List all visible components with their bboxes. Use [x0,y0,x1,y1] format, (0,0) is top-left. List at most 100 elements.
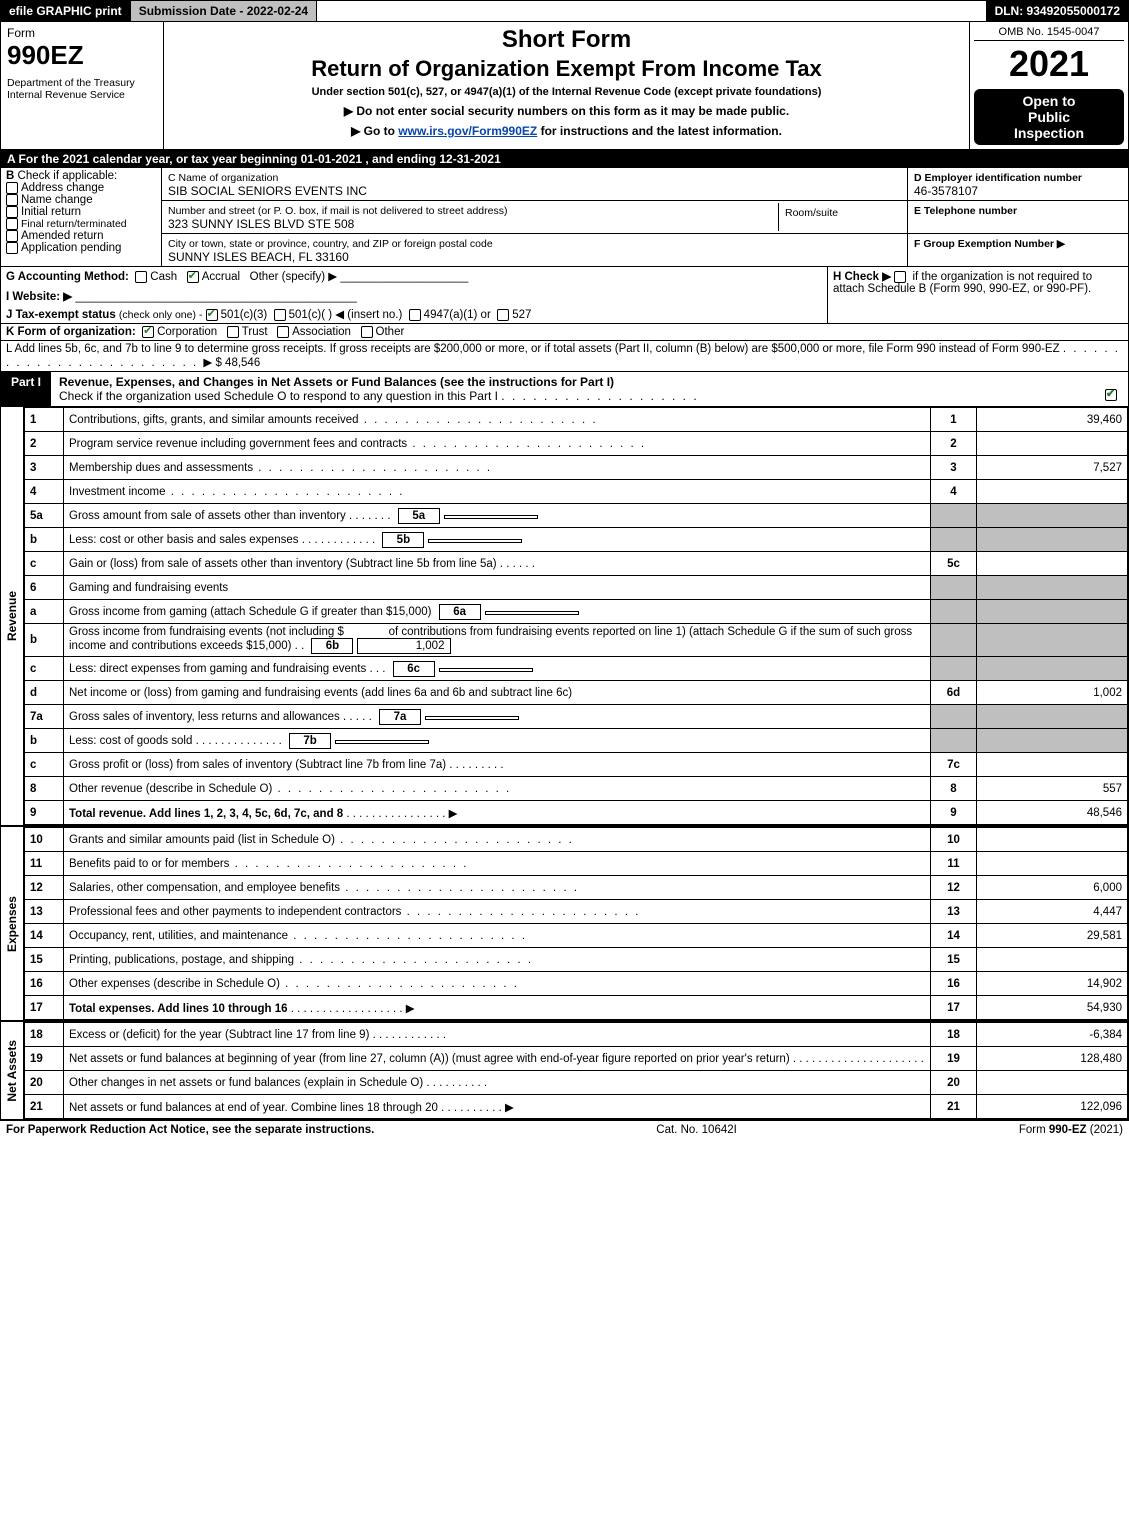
chk-association[interactable] [277,326,289,338]
expenses-table: 10Grants and similar amounts paid (list … [24,827,1128,1020]
chk-initial-return[interactable] [6,206,18,218]
street-address: 323 SUNNY ISLES BLVD STE 508 [168,217,354,231]
net-assets-label: Net Assets [5,1040,19,1102]
chk-501c[interactable] [274,309,286,321]
table-row: bLess: cost or other basis and sales exp… [25,528,1128,552]
chk-amended-return[interactable] [6,230,18,242]
box-b: B Check if applicable: Address change Na… [1,168,162,266]
form-number: 990EZ [7,40,157,71]
org-name: SIB SOCIAL SENIORS EVENTS INC [168,184,367,198]
city-state-zip: SUNNY ISLES BEACH, FL 33160 [168,250,349,264]
table-row: 5aGross amount from sale of assets other… [25,504,1128,528]
form-header: Form 990EZ Department of the Treasury In… [0,22,1129,150]
chk-final-return[interactable] [6,218,18,230]
chk-527[interactable] [497,309,509,321]
ein-row: D Employer identification number 46-3578… [908,168,1128,201]
omb-number: OMB No. 1545-0047 [974,26,1124,41]
line-g: G Accounting Method: Cash Accrual Other … [1,267,827,323]
table-row: bLess: cost of goods sold . . . . . . . … [25,729,1128,753]
line-i: I Website: ▶ ___________________________… [6,289,822,303]
table-row: 1Contributions, gifts, grants, and simil… [25,408,1128,432]
table-row: 6Gaming and fundraising events [25,576,1128,600]
ein: 46-3578107 [914,184,978,198]
table-row: 8Other revenue (describe in Schedule O)8… [25,777,1128,801]
line-l: L Add lines 5b, 6c, and 7b to line 9 to … [0,341,1129,372]
footer-notice: For Paperwork Reduction Act Notice, see … [6,1124,374,1136]
efile-label[interactable]: efile GRAPHIC print [1,1,131,21]
chk-other-org[interactable] [361,326,373,338]
chk-address-change[interactable] [6,182,18,194]
bcd-block: B Check if applicable: Address change Na… [0,168,1129,267]
table-row: dNet income or (loss) from gaming and fu… [25,681,1128,705]
gross-receipts: ▶ $ 48,546 [203,357,260,369]
form-label: Form [7,26,157,40]
telephone-row: E Telephone number [908,201,1128,234]
net-assets-section: Net Assets 18Excess or (deficit) for the… [0,1020,1129,1121]
chk-501c3[interactable] [206,309,218,321]
line-j: J Tax-exempt status (check only one) - 5… [6,307,822,321]
revenue-label: Revenue [5,591,19,641]
submission-date: Submission Date - 2022-02-24 [131,1,317,21]
chk-cash[interactable] [135,271,147,283]
part-i-label: Part I [1,372,51,406]
net-assets-table: 18Excess or (deficit) for the year (Subt… [24,1022,1128,1119]
note-ssn: ▶ Do not enter social security numbers o… [170,104,963,118]
section-a: A For the 2021 calendar year, or tax yea… [0,150,1129,168]
table-row: aGross income from gaming (attach Schedu… [25,600,1128,624]
irs-link[interactable]: www.irs.gov/Form990EZ [398,124,537,138]
chk-trust[interactable] [227,326,239,338]
expenses-label: Expenses [5,896,19,952]
inspection-box: Open to Public Inspection [974,89,1124,145]
table-row: 18Excess or (deficit) for the year (Subt… [25,1023,1128,1047]
table-row: 10Grants and similar amounts paid (list … [25,828,1128,852]
chk-application-pending[interactable] [6,242,18,254]
dln: DLN: 93492055000172 [986,1,1128,21]
table-row: 13Professional fees and other payments t… [25,900,1128,924]
header-left: Form 990EZ Department of the Treasury In… [1,22,164,149]
tax-year: 2021 [974,43,1124,85]
table-row: 12Salaries, other compensation, and empl… [25,876,1128,900]
note-link: ▶ Go to www.irs.gov/Form990EZ for instru… [170,124,963,138]
city-row: City or town, state or province, country… [162,234,907,266]
page-footer: For Paperwork Reduction Act Notice, see … [0,1121,1129,1139]
short-form-title: Short Form [170,26,963,54]
chk-schedule-o[interactable] [1105,389,1117,401]
form-title: Return of Organization Exempt From Incom… [170,56,963,82]
table-row: cLess: direct expenses from gaming and f… [25,657,1128,681]
table-row: 4Investment income4 [25,480,1128,504]
table-row: 2Program service revenue including gover… [25,432,1128,456]
dept-label: Department of the Treasury [7,77,157,89]
table-row: 9Total revenue. Add lines 1, 2, 3, 4, 5c… [25,801,1128,825]
group-exemption-row: F Group Exemption Number ▶ [908,234,1128,252]
irs-label: Internal Revenue Service [7,89,157,101]
table-row: 21Net assets or fund balances at end of … [25,1095,1128,1119]
table-row: cGain or (loss) from sale of assets othe… [25,552,1128,576]
table-row: 3Membership dues and assessments37,527 [25,456,1128,480]
chk-accrual[interactable] [187,271,199,283]
box-def: D Employer identification number 46-3578… [907,168,1128,266]
table-row: bGross income from fundraising events (n… [25,624,1128,657]
table-row: cGross profit or (loss) from sales of in… [25,753,1128,777]
form-ref: Form 990-EZ (2021) [1019,1124,1123,1136]
expenses-section: Expenses 10Grants and similar amounts pa… [0,825,1129,1020]
box-c: C Name of organization SIB SOCIAL SENIOR… [162,168,907,266]
header-center: Short Form Return of Organization Exempt… [164,22,969,149]
table-row: 14Occupancy, rent, utilities, and mainte… [25,924,1128,948]
line-h: H Check ▶ if the organization is not req… [827,267,1128,323]
chk-corporation[interactable] [142,326,154,338]
chk-name-change[interactable] [6,194,18,206]
chk-schedule-b[interactable] [894,271,906,283]
table-row: 11Benefits paid to or for members11 [25,852,1128,876]
table-row: 7aGross sales of inventory, less returns… [25,705,1128,729]
table-row: 15Printing, publications, postage, and s… [25,948,1128,972]
table-row: 20Other changes in net assets or fund ba… [25,1071,1128,1095]
line-k: K Form of organization: Corporation Trus… [0,324,1129,341]
topbar: efile GRAPHIC print Submission Date - 20… [0,0,1129,22]
address-row: Number and street (or P. O. box, if mail… [162,201,907,234]
part-i-header: Part I Revenue, Expenses, and Changes in… [0,372,1129,407]
revenue-section: Revenue 1Contributions, gifts, grants, a… [0,407,1129,825]
gh-row: G Accounting Method: Cash Accrual Other … [0,267,1129,324]
cat-no: Cat. No. 10642I [656,1124,737,1136]
chk-4947[interactable] [409,309,421,321]
table-row: 19Net assets or fund balances at beginni… [25,1047,1128,1071]
